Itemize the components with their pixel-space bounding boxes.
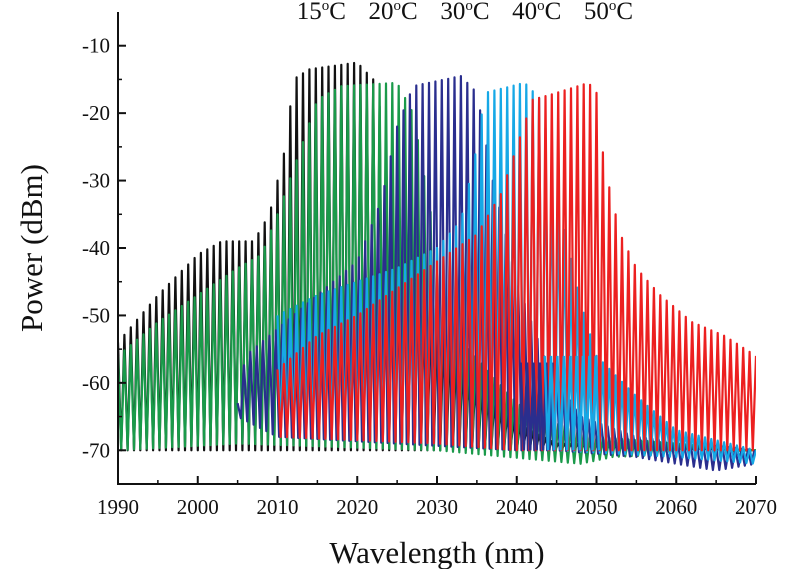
- temperature-label: 20oC: [369, 0, 418, 25]
- temperature-label: 30oC: [440, 0, 489, 25]
- y-tick-label: -70: [82, 438, 110, 462]
- y-tick-label: -60: [82, 371, 110, 395]
- x-tick-label: 2060: [655, 495, 697, 519]
- y-axis-title: Power (dBm): [14, 164, 49, 332]
- x-tick-label: 2040: [496, 495, 538, 519]
- series-layer: [118, 61, 756, 472]
- temperature-label: 50oC: [584, 0, 633, 25]
- spectrum-series-3: [236, 75, 756, 472]
- spectrum-series-5: [276, 83, 756, 452]
- y-tick-label: -50: [82, 303, 110, 327]
- x-tick-label: 2050: [576, 495, 618, 519]
- x-tick-label: 2030: [416, 495, 458, 519]
- x-tick-label: 2070: [735, 495, 777, 519]
- x-tick-label: 2000: [177, 495, 219, 519]
- x-tick-label: 2020: [336, 495, 378, 519]
- x-axis-title: Wavelength (nm): [329, 535, 544, 569]
- sideband-bump-1: [519, 362, 554, 451]
- sideband-bump-2: [543, 355, 601, 451]
- temperature-label: 15oC: [297, 0, 346, 25]
- x-tick-label: 1990: [97, 495, 139, 519]
- x-tick-label: 2010: [257, 495, 299, 519]
- y-tick-label: -20: [82, 101, 110, 125]
- temperature-label: 40oC: [512, 0, 561, 25]
- temperature-labels: 15oC 20oC 30oC 40oC 50oC: [297, 0, 633, 25]
- y-tick-label: -10: [82, 34, 110, 58]
- y-tick-label: -30: [82, 169, 110, 193]
- axes-layer: 1990 2000 2010 2020 2030 2040 2050 2060 2070 -10 -…: [82, 12, 777, 519]
- y-tick-label: -40: [82, 236, 110, 260]
